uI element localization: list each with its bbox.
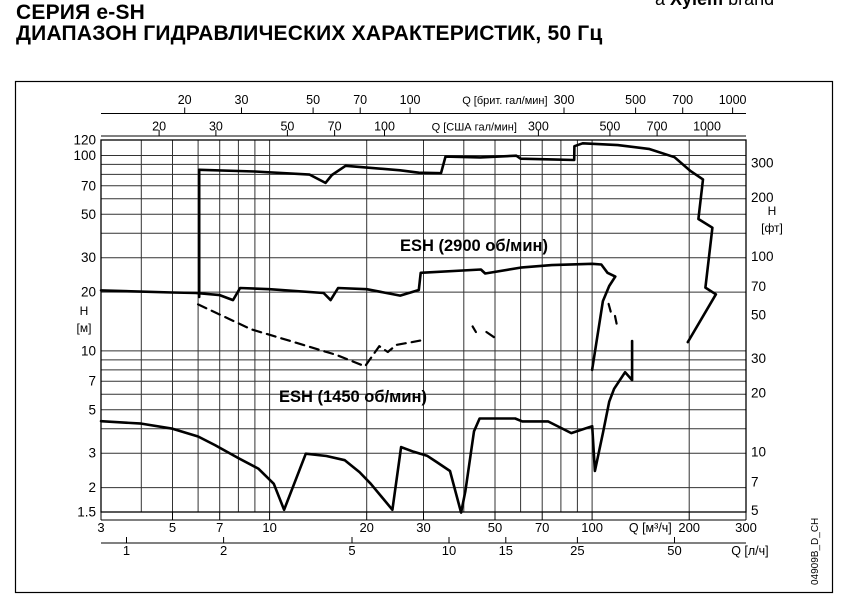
svg-text:2: 2 [88,480,96,495]
svg-text:100: 100 [374,120,395,134]
svg-text:Q [США гал/мин]: Q [США гал/мин] [432,122,517,134]
svg-text:10: 10 [262,520,276,535]
svg-text:25: 25 [570,543,584,558]
svg-text:70: 70 [535,520,549,535]
svg-text:10: 10 [81,343,96,358]
svg-text:50: 50 [280,120,294,134]
svg-text:5: 5 [88,402,96,417]
svg-text:50: 50 [81,207,96,222]
svg-text:5: 5 [348,543,355,558]
svg-text:ESH (1450 об/мин): ESH (1450 об/мин) [279,388,427,406]
svg-text:70: 70 [353,93,367,107]
svg-text:700: 700 [672,93,693,107]
svg-text:7: 7 [751,475,759,490]
svg-text:20: 20 [359,520,373,535]
svg-text:30: 30 [235,93,249,107]
svg-text:300: 300 [735,520,757,535]
svg-text:50: 50 [751,308,766,323]
svg-text:100: 100 [73,148,96,163]
svg-text:300: 300 [554,93,575,107]
svg-text:20: 20 [152,120,166,134]
svg-text:1000: 1000 [719,93,747,107]
svg-text:70: 70 [328,120,342,134]
svg-text:H: H [768,204,777,218]
svg-text:20: 20 [178,93,192,107]
svg-text:[фт]: [фт] [761,221,783,235]
svg-text:3: 3 [97,520,104,535]
svg-text:200: 200 [751,190,774,205]
svg-text:100: 100 [581,520,603,535]
svg-text:100: 100 [400,93,421,107]
svg-text:Q [л/ч]: Q [л/ч] [731,544,768,558]
svg-text:20: 20 [751,386,766,401]
svg-text:Q [м³/ч]: Q [м³/ч] [629,521,672,535]
svg-text:30: 30 [81,250,96,265]
svg-text:H: H [80,304,89,318]
svg-text:300: 300 [751,156,774,171]
svg-text:70: 70 [751,279,766,294]
svg-text:1000: 1000 [693,120,721,134]
svg-text:10: 10 [442,543,456,558]
svg-text:2: 2 [220,543,227,558]
svg-text:30: 30 [209,120,223,134]
svg-text:50: 50 [488,520,502,535]
svg-text:30: 30 [416,520,430,535]
svg-text:120: 120 [73,133,96,148]
svg-text:3: 3 [88,446,96,461]
svg-text:70: 70 [81,178,96,193]
svg-text:100: 100 [751,249,774,264]
svg-text:[м]: [м] [77,321,92,335]
svg-text:50: 50 [667,543,681,558]
svg-text:50: 50 [306,93,320,107]
svg-text:7: 7 [216,520,223,535]
svg-text:ESH (2900 об/мин): ESH (2900 об/мин) [400,237,548,255]
svg-text:500: 500 [599,120,620,134]
svg-text:500: 500 [625,93,646,107]
svg-text:30: 30 [751,351,766,366]
svg-text:20: 20 [81,285,96,300]
svg-text:Q [брит. гал/мин]: Q [брит. гал/мин] [462,95,547,107]
svg-text:5: 5 [169,520,176,535]
svg-text:7: 7 [88,374,96,389]
svg-text:15: 15 [499,543,513,558]
svg-text:700: 700 [647,120,668,134]
svg-text:10: 10 [751,444,766,459]
svg-text:1: 1 [123,543,130,558]
svg-text:5: 5 [751,503,759,518]
svg-text:200: 200 [678,520,700,535]
svg-text:300: 300 [528,120,549,134]
svg-text:1.5: 1.5 [77,505,96,520]
svg-text:04909B_D_CH: 04909B_D_CH [810,518,821,585]
